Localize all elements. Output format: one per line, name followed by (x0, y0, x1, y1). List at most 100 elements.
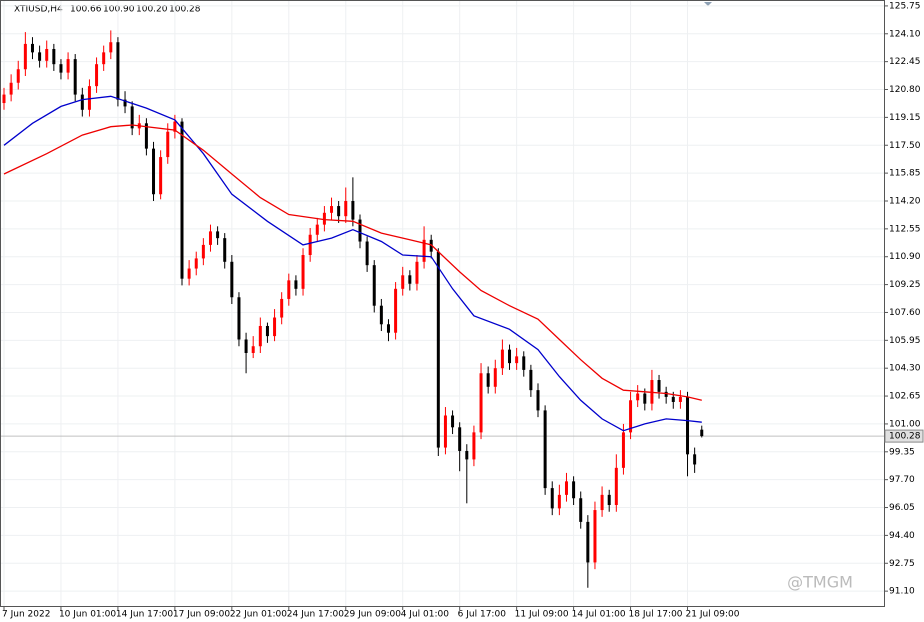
candle-body (636, 393, 640, 401)
candle-body (351, 200, 355, 220)
candle-body (9, 82, 13, 95)
y-tick-label: 112.55 (889, 224, 921, 234)
y-tick-label: 124.10 (889, 29, 921, 39)
candle-body (436, 251, 440, 448)
candle-body (2, 94, 6, 104)
y-tick-label: 102.65 (889, 392, 921, 402)
candle-body (123, 99, 127, 107)
candle-body (394, 288, 398, 333)
candle-body (194, 258, 198, 269)
y-tick-label: 120.80 (889, 85, 921, 95)
header-value: 100.90 (103, 5, 135, 15)
candle-body (593, 510, 597, 563)
candle-body (536, 390, 540, 411)
candle-body (166, 131, 170, 158)
x-tick-label: 29 Jun 09:00 (344, 610, 401, 620)
moving-average (3, 124, 702, 401)
candle-body (664, 391, 668, 397)
x-tick-label: 11 Jul 09:00 (515, 610, 569, 620)
candle-body (379, 305, 383, 325)
price-tag-label: 100.28 (889, 432, 921, 442)
x-tick-label: 24 Jun 17:00 (287, 610, 344, 620)
price-tag (884, 429, 924, 443)
candle-body (116, 42, 120, 100)
candle-body (443, 415, 447, 448)
candle-body (386, 324, 390, 333)
header-symbol: XTIUSD,H4 (14, 5, 63, 15)
y-tick-label: 101.00 (889, 419, 921, 429)
candle-body (614, 467, 618, 505)
candle-body (109, 42, 113, 53)
y-tick-label: 91.10 (889, 587, 915, 597)
candle-body (451, 415, 455, 428)
candle-body (550, 488, 554, 509)
candle-body (265, 325, 269, 337)
candle-body (244, 339, 248, 353)
candle-body (344, 200, 348, 217)
candle-body (208, 231, 212, 245)
x-tick-label: 4 Jul 01:00 (401, 610, 450, 620)
candle-body (216, 231, 220, 239)
y-tick-label: 105.95 (889, 336, 921, 346)
x-tick-label: 10 Jun 01:00 (59, 610, 116, 620)
y-tick-label: 110.90 (889, 252, 921, 262)
candle-body (700, 429, 704, 437)
candle-body (572, 481, 576, 499)
y-tick-label: 107.60 (889, 308, 921, 318)
watermark: @TMGM (787, 573, 853, 592)
candle-body (671, 396, 675, 402)
candle-body (493, 368, 497, 387)
candle-body (693, 454, 697, 465)
candle-body (308, 234, 312, 256)
candle-body (372, 265, 376, 306)
shift-marker (704, 2, 712, 6)
candle-body (230, 261, 234, 298)
candle-body (73, 59, 77, 95)
candle-body (80, 94, 84, 110)
candle-body (472, 432, 476, 460)
y-tick-label: 97.70 (889, 475, 915, 485)
candle-body (621, 432, 625, 468)
candle-body (38, 52, 42, 61)
y-tick-label: 104.30 (889, 364, 921, 374)
candle-body (287, 280, 291, 299)
candle-body (629, 400, 633, 433)
candle-body (529, 369, 533, 391)
candle-body (223, 238, 227, 262)
candle-body (522, 356, 526, 370)
candle-body (159, 157, 163, 195)
candle-body (564, 481, 568, 495)
y-tick-label: 94.40 (889, 531, 915, 541)
candle-body (95, 64, 99, 87)
x-tick-label: 22 Jun 01:00 (230, 610, 287, 620)
candle-body (130, 106, 134, 129)
x-tick-label: 14 Jul 01:00 (572, 610, 626, 620)
header-value: 100.66 (70, 5, 102, 15)
y-tick-label: 99.35 (889, 447, 915, 457)
candle-body (479, 373, 483, 433)
candle-body (607, 494, 611, 505)
y-tick-label: 125.75 (889, 1, 921, 11)
header-value: 100.20 (136, 5, 168, 15)
candle-body (87, 86, 91, 110)
candle-body (422, 239, 426, 262)
y-tick-label: 114.20 (889, 196, 921, 206)
plot-frame (0, 0, 885, 607)
y-tick-label: 109.25 (889, 280, 921, 290)
candle-body (280, 298, 284, 318)
candle-body (330, 206, 334, 213)
candle-body (152, 148, 156, 195)
candle-body (45, 48, 49, 61)
candle-body (643, 393, 647, 404)
candle-body (173, 121, 177, 132)
candle-body (315, 224, 319, 235)
candle-body (144, 123, 148, 149)
x-tick-label: 6 Jul 17:00 (458, 610, 507, 620)
candle-body (358, 219, 362, 242)
candle-body (273, 317, 277, 337)
candle-body (59, 64, 63, 73)
candle-body (515, 356, 519, 364)
candle-body (251, 346, 255, 353)
candle-body (401, 275, 405, 289)
